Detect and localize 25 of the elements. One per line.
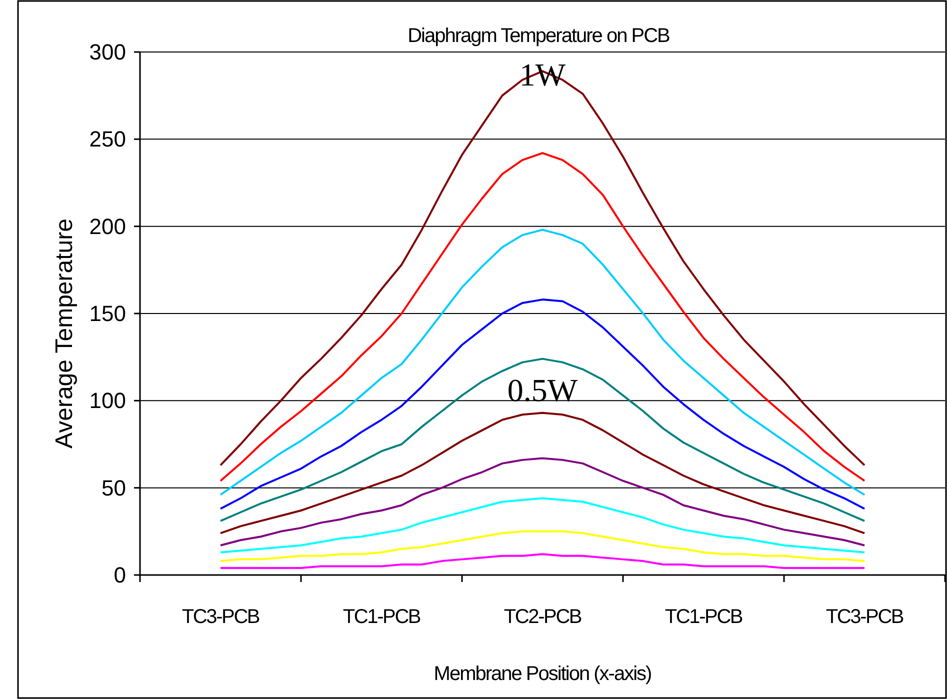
chart-title: Diaphragm Temperature on PCB [408, 25, 670, 47]
x-axis-title: Membrane Position (x-axis) [434, 663, 652, 685]
line-series [220, 152, 866, 482]
x-tick-label: TC2-PCB [504, 606, 582, 628]
line-series [220, 412, 866, 534]
line-series [220, 457, 866, 546]
y-tick-label: 50 [102, 475, 126, 500]
x-tick-label: TC1-PCB [342, 606, 421, 628]
y-tick-label: 200 [89, 214, 126, 239]
y-axis-title: Average Temperature [51, 218, 78, 448]
x-tick-label: TC3-PCB [182, 606, 260, 628]
y-tick-label: 250 [89, 126, 126, 152]
line-series [220, 228, 866, 496]
line-series [220, 553, 866, 570]
line-series [220, 497, 866, 554]
y-tick-label: 100 [89, 388, 126, 414]
y-tick-label: 300 [89, 40, 126, 64]
annotation: 0.5W [507, 372, 578, 408]
y-tick-label: 150 [89, 301, 126, 326]
line-series [220, 358, 866, 522]
x-tick-label: TC1-PCB [664, 606, 743, 628]
y-tick-label: 0 [114, 562, 126, 588]
x-tick-label: TC3-PCB [826, 606, 904, 628]
line-series [220, 298, 866, 510]
line-series [220, 530, 866, 562]
